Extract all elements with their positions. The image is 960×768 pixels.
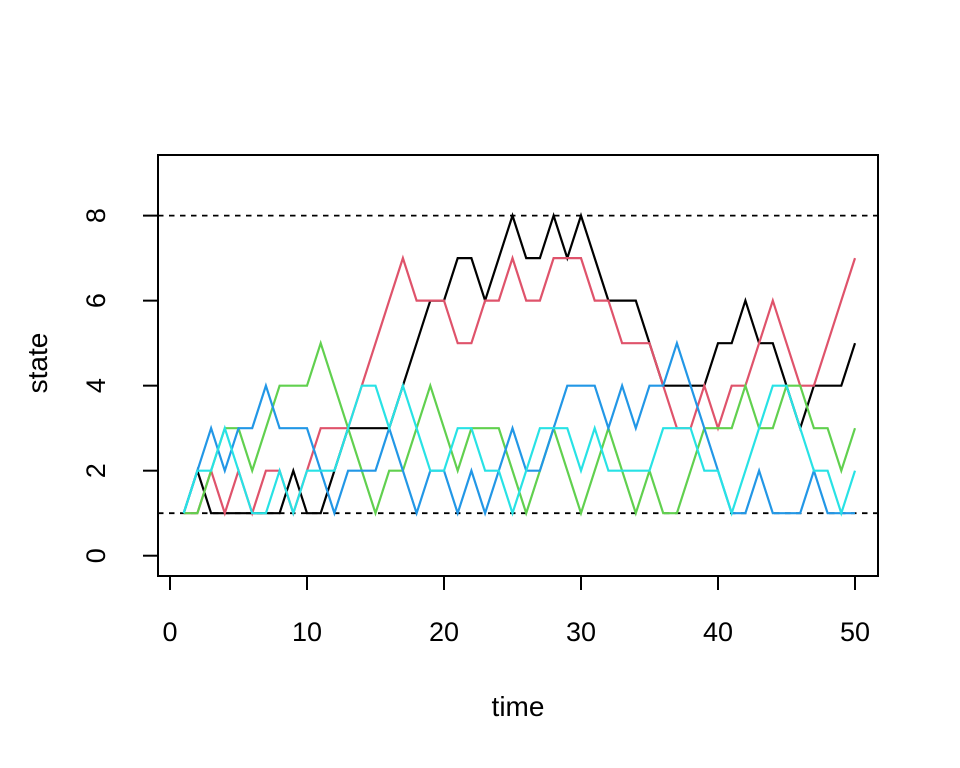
series-line-walk-1-black (182, 212, 857, 515)
y-axis-title: state (22, 333, 53, 394)
x-axis-title: time (492, 691, 545, 722)
series-line-walk-5-cyan (182, 382, 857, 517)
y-tick-label-0: 0 (81, 548, 111, 563)
x-tick-label-20: 20 (429, 617, 459, 647)
y-tick-label-2: 2 (81, 463, 111, 478)
x-tick-label-0: 0 (162, 617, 177, 647)
x-axis-ticks: 0 10 20 30 40 50 (162, 576, 870, 647)
y-axis-ticks: 0 2 4 6 8 (81, 208, 158, 563)
y-tick-label-6: 6 (81, 293, 111, 308)
y-tick-label-4: 4 (81, 378, 111, 393)
series-line-walk-4-blue (182, 339, 855, 517)
series-lines (182, 212, 857, 517)
plot-border-box (157, 154, 879, 577)
x-tick-label-50: 50 (840, 617, 870, 647)
dashed-reference-lines (158, 214, 878, 515)
x-tick-label-10: 10 (292, 617, 322, 647)
x-tick-label-30: 30 (566, 617, 596, 647)
x-tick-label-40: 40 (703, 617, 733, 647)
y-tick-label-8: 8 (81, 208, 111, 223)
